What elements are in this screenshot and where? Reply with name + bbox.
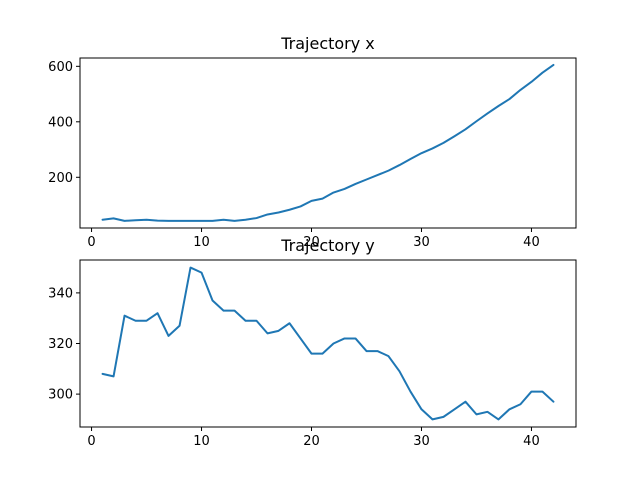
y-tick-label: 600 <box>48 60 73 75</box>
x-tick-label: 30 <box>413 434 430 449</box>
plot-marks: 0 10 20 30 40 200 400 600 <box>48 57 577 250</box>
series-line <box>101 63 555 222</box>
x-tick-label: 10 <box>193 434 210 449</box>
y-tick-label: 200 <box>48 171 73 186</box>
plot-marks: 0 10 20 30 40 300 320 340 <box>48 259 577 449</box>
x-tick-label: 10 <box>193 235 210 250</box>
y-tick-label: 340 <box>48 286 73 301</box>
y-tick-label: 400 <box>48 115 73 130</box>
subplot-title: Trajectory x <box>280 34 375 53</box>
x-tick-label: 20 <box>303 434 320 449</box>
series-line <box>101 266 555 421</box>
subplot-trajectory-x: Trajectory x 0 10 20 30 40 200 400 600 <box>48 34 577 250</box>
x-tick-label: 0 <box>87 434 95 449</box>
x-tick-label: 30 <box>413 235 430 250</box>
x-tick-label: 0 <box>87 235 95 250</box>
y-tick-label: 300 <box>48 388 73 403</box>
x-tick-label: 40 <box>523 434 540 449</box>
y-tick-label: 320 <box>48 337 73 352</box>
x-tick-label: 20 <box>303 235 320 250</box>
subplot-title: Trajectory y <box>280 236 375 255</box>
axes-frame <box>79 57 577 229</box>
x-tick-label: 40 <box>523 235 540 250</box>
